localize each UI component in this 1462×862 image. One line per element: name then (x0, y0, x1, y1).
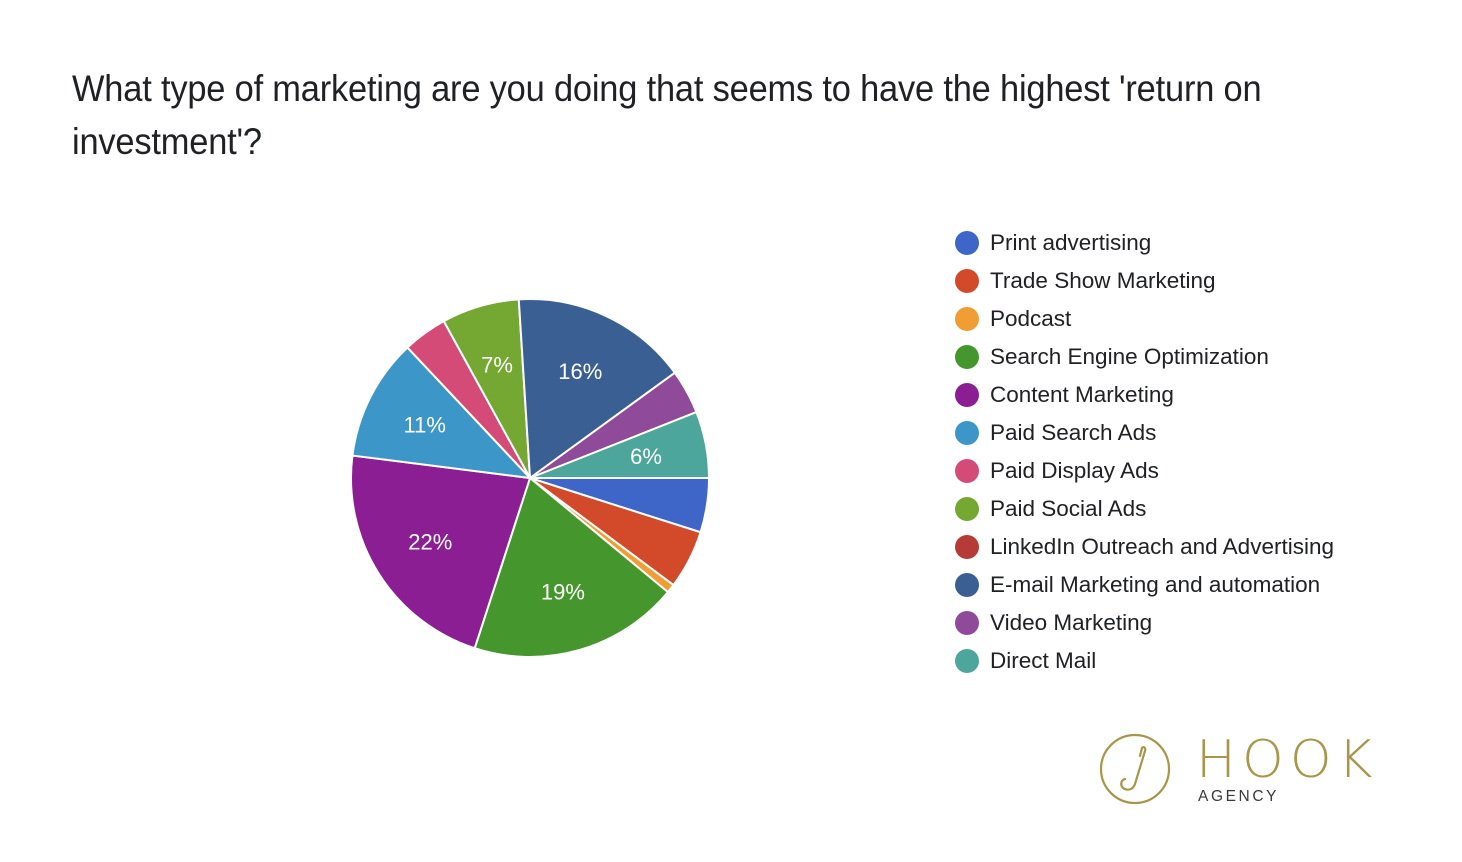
logo-subtitle: AGENCY (1198, 788, 1280, 805)
legend-item: Paid Search Ads (955, 414, 1334, 452)
pie-slice (351, 346, 533, 480)
legend-label: Paid Social Ads (990, 496, 1147, 521)
pie-slice (350, 454, 532, 650)
legend-label: Content Marketing (990, 382, 1174, 407)
legend-swatch-icon (955, 497, 979, 521)
legend-label: E-mail Marketing and automation (990, 572, 1321, 597)
legend-swatch-icon (955, 535, 979, 559)
legend-label: Paid Search Ads (990, 420, 1157, 445)
hook-agency-logo: HOOK AGENCY (1098, 730, 1388, 812)
legend-swatch-icon (955, 345, 979, 369)
slice-label: 22% (408, 529, 452, 554)
slice-label: 11% (404, 412, 446, 437)
legend-swatch-icon (955, 611, 979, 635)
legend-item: Video Marketing (955, 604, 1334, 642)
chart-title: What type of marketing are you doing tha… (72, 68, 1262, 162)
legend-swatch-icon (955, 231, 979, 255)
legend-swatch-icon (955, 649, 979, 673)
legend-label: Podcast (990, 306, 1072, 331)
legend-item: Content Marketing (955, 376, 1334, 414)
legend-item: Trade Show Marketing (955, 262, 1334, 300)
slice-label: 19% (541, 579, 585, 604)
legend-label: Trade Show Marketing (990, 268, 1216, 293)
chart-legend: Print advertising Trade Show Marketing Pod… (955, 224, 1334, 680)
hook-icon (1099, 733, 1171, 805)
legend-item: Paid Social Ads (955, 490, 1334, 528)
logo-wordmark: HOOK (1196, 730, 1379, 790)
legend-label: Direct Mail (990, 648, 1097, 673)
legend-item: Paid Display Ads (955, 452, 1334, 490)
legend-item: Direct Mail (955, 642, 1334, 680)
legend-swatch-icon (955, 573, 979, 597)
slice-label: 16% (558, 359, 602, 384)
legend-swatch-icon (955, 269, 979, 293)
slice-label: 6% (630, 444, 662, 469)
legend-item: Podcast (955, 300, 1334, 338)
legend-swatch-icon (955, 307, 979, 331)
pie-slice (473, 476, 670, 658)
legend-label: Search Engine Optimization (990, 344, 1269, 369)
legend-swatch-icon (955, 383, 979, 407)
legend-item: E-mail Marketing and automation (955, 566, 1334, 604)
legend-label: LinkedIn Outreach and Advertising (990, 534, 1334, 559)
slice-label: 7% (481, 353, 513, 378)
legend-swatch-icon (955, 459, 979, 483)
legend-swatch-icon (955, 421, 979, 445)
legend-label: Paid Display Ads (990, 458, 1159, 483)
pie-slice (517, 298, 677, 480)
legend-item: Print advertising (955, 224, 1334, 262)
pie-slice (529, 410, 711, 479)
pie-chart: 19% 22% 11% 7% 16% 6% (350, 298, 711, 658)
legend-label: Print advertising (990, 230, 1152, 255)
legend-item: LinkedIn Outreach and Advertising (955, 528, 1334, 566)
legend-label: Video Marketing (990, 610, 1153, 635)
legend-item: Search Engine Optimization (955, 338, 1334, 376)
